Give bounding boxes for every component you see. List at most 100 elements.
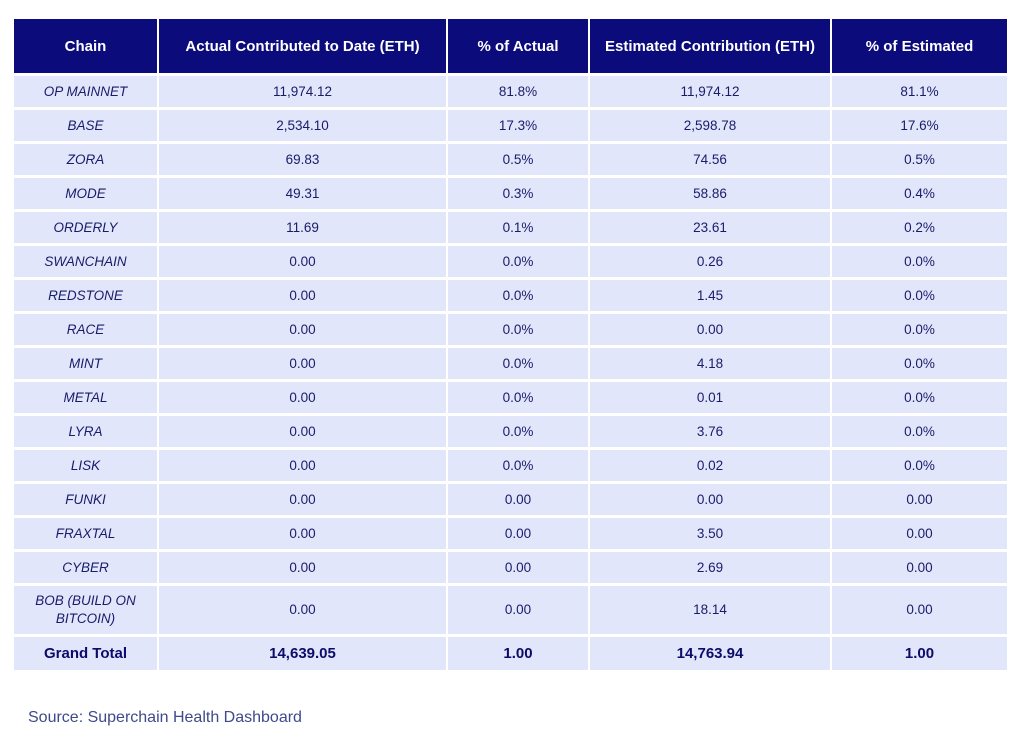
chain-cell: ZORA [14,144,157,175]
percent-actual-cell: 0.00 [448,518,588,549]
chain-cell: BASE [14,110,157,141]
percent-estimated-cell: 0.0% [832,280,1007,311]
estimated-contribution-cell: 4.18 [590,348,830,379]
chain-cell: OP MAINNET [14,76,157,107]
actual-contributed-cell: 49.31 [159,178,446,209]
actual-contributed-cell: 0.00 [159,484,446,515]
estimated-contribution-cell: 23.61 [590,212,830,243]
estimated-contribution-cell: 2.69 [590,552,830,583]
actual-contributed-cell: 0.00 [159,586,446,634]
chain-cell: BOB (BUILD ON BITCOIN) [14,586,157,634]
table-row: LYRA 0.00 0.0% 3.76 0.0% [14,416,1007,447]
percent-estimated-cell: 0.0% [832,246,1007,277]
actual-contributed-cell: 0.00 [159,314,446,345]
table-header: Chain Actual Contributed to Date (ETH) %… [14,19,1007,73]
total-percent-estimated-cell: 1.00 [832,637,1007,670]
actual-contributed-cell: 11,974.12 [159,76,446,107]
actual-contributed-cell: 0.00 [159,348,446,379]
actual-contributed-cell: 0.00 [159,382,446,413]
estimated-contribution-cell: 3.76 [590,416,830,447]
estimated-contribution-cell: 2,598.78 [590,110,830,141]
actual-contributed-cell: 0.00 [159,280,446,311]
percent-actual-cell: 17.3% [448,110,588,141]
chain-cell: FUNKI [14,484,157,515]
percent-estimated-cell: 0.0% [832,314,1007,345]
estimated-contribution-cell: 3.50 [590,518,830,549]
percent-actual-cell: 0.00 [448,484,588,515]
actual-contributed-cell: 0.00 [159,246,446,277]
percent-estimated-cell: 0.00 [832,518,1007,549]
table-row: METAL 0.00 0.0% 0.01 0.0% [14,382,1007,413]
estimated-contribution-cell: 18.14 [590,586,830,634]
table-row: RACE 0.00 0.0% 0.00 0.0% [14,314,1007,345]
header-actual-contributed: Actual Contributed to Date (ETH) [159,19,446,73]
percent-actual-cell: 0.5% [448,144,588,175]
percent-actual-cell: 0.3% [448,178,588,209]
actual-contributed-cell: 0.00 [159,450,446,481]
chain-cell: FRAXTAL [14,518,157,549]
chain-cell: LYRA [14,416,157,447]
header-estimated-contribution: Estimated Contribution (ETH) [590,19,830,73]
percent-actual-cell: 81.8% [448,76,588,107]
percent-estimated-cell: 0.0% [832,348,1007,379]
percent-actual-cell: 0.00 [448,586,588,634]
contribution-table-container: Chain Actual Contributed to Date (ETH) %… [14,19,1011,670]
total-actual-contributed-cell: 14,639.05 [159,637,446,670]
percent-estimated-cell: 0.5% [832,144,1007,175]
grand-total-row: Grand Total 14,639.05 1.00 14,763.94 1.00 [14,637,1007,670]
chain-cell: RACE [14,314,157,345]
total-chain-cell: Grand Total [14,637,157,670]
percent-actual-cell: 0.0% [448,450,588,481]
header-percent-actual: % of Actual [448,19,588,73]
percent-estimated-cell: 0.0% [832,416,1007,447]
estimated-contribution-cell: 11,974.12 [590,76,830,107]
table-row: MODE 49.31 0.3% 58.86 0.4% [14,178,1007,209]
table-row: CYBER 0.00 0.00 2.69 0.00 [14,552,1007,583]
estimated-contribution-cell: 0.00 [590,314,830,345]
actual-contributed-cell: 11.69 [159,212,446,243]
actual-contributed-cell: 0.00 [159,552,446,583]
chain-cell: MINT [14,348,157,379]
chain-cell: REDSTONE [14,280,157,311]
percent-actual-cell: 0.0% [448,416,588,447]
estimated-contribution-cell: 0.00 [590,484,830,515]
table-row: LISK 0.00 0.0% 0.02 0.0% [14,450,1007,481]
table-row: FUNKI 0.00 0.00 0.00 0.00 [14,484,1007,515]
table-row: BOB (BUILD ON BITCOIN) 0.00 0.00 18.14 0.00 [14,586,1007,634]
chain-cell: LISK [14,450,157,481]
actual-contributed-cell: 0.00 [159,518,446,549]
percent-actual-cell: 0.0% [448,280,588,311]
table-row: ORDERLY 11.69 0.1% 23.61 0.2% [14,212,1007,243]
percent-actual-cell: 0.1% [448,212,588,243]
percent-estimated-cell: 0.00 [832,586,1007,634]
chain-cell: ORDERLY [14,212,157,243]
estimated-contribution-cell: 58.86 [590,178,830,209]
actual-contributed-cell: 69.83 [159,144,446,175]
percent-actual-cell: 0.00 [448,552,588,583]
table-body: OP MAINNET 11,974.12 81.8% 11,974.12 81.1% BA… [14,76,1007,670]
percent-estimated-cell: 0.00 [832,484,1007,515]
chain-cell: CYBER [14,552,157,583]
actual-contributed-cell: 2,534.10 [159,110,446,141]
total-estimated-contribution-cell: 14,763.94 [590,637,830,670]
chain-cell: METAL [14,382,157,413]
percent-actual-cell: 0.0% [448,382,588,413]
percent-estimated-cell: 0.0% [832,450,1007,481]
estimated-contribution-cell: 1.45 [590,280,830,311]
actual-contributed-cell: 0.00 [159,416,446,447]
table-row: SWANCHAIN 0.00 0.0% 0.26 0.0% [14,246,1007,277]
chain-cell: MODE [14,178,157,209]
table-row: FRAXTAL 0.00 0.00 3.50 0.00 [14,518,1007,549]
percent-actual-cell: 0.0% [448,314,588,345]
contribution-table: Chain Actual Contributed to Date (ETH) %… [12,16,1009,673]
percent-estimated-cell: 0.0% [832,382,1007,413]
table-row: REDSTONE 0.00 0.0% 1.45 0.0% [14,280,1007,311]
percent-estimated-cell: 0.2% [832,212,1007,243]
percent-estimated-cell: 0.4% [832,178,1007,209]
percent-estimated-cell: 0.00 [832,552,1007,583]
header-chain: Chain [14,19,157,73]
estimated-contribution-cell: 0.26 [590,246,830,277]
header-row: Chain Actual Contributed to Date (ETH) %… [14,19,1007,73]
table-row: MINT 0.00 0.0% 4.18 0.0% [14,348,1007,379]
total-percent-actual-cell: 1.00 [448,637,588,670]
